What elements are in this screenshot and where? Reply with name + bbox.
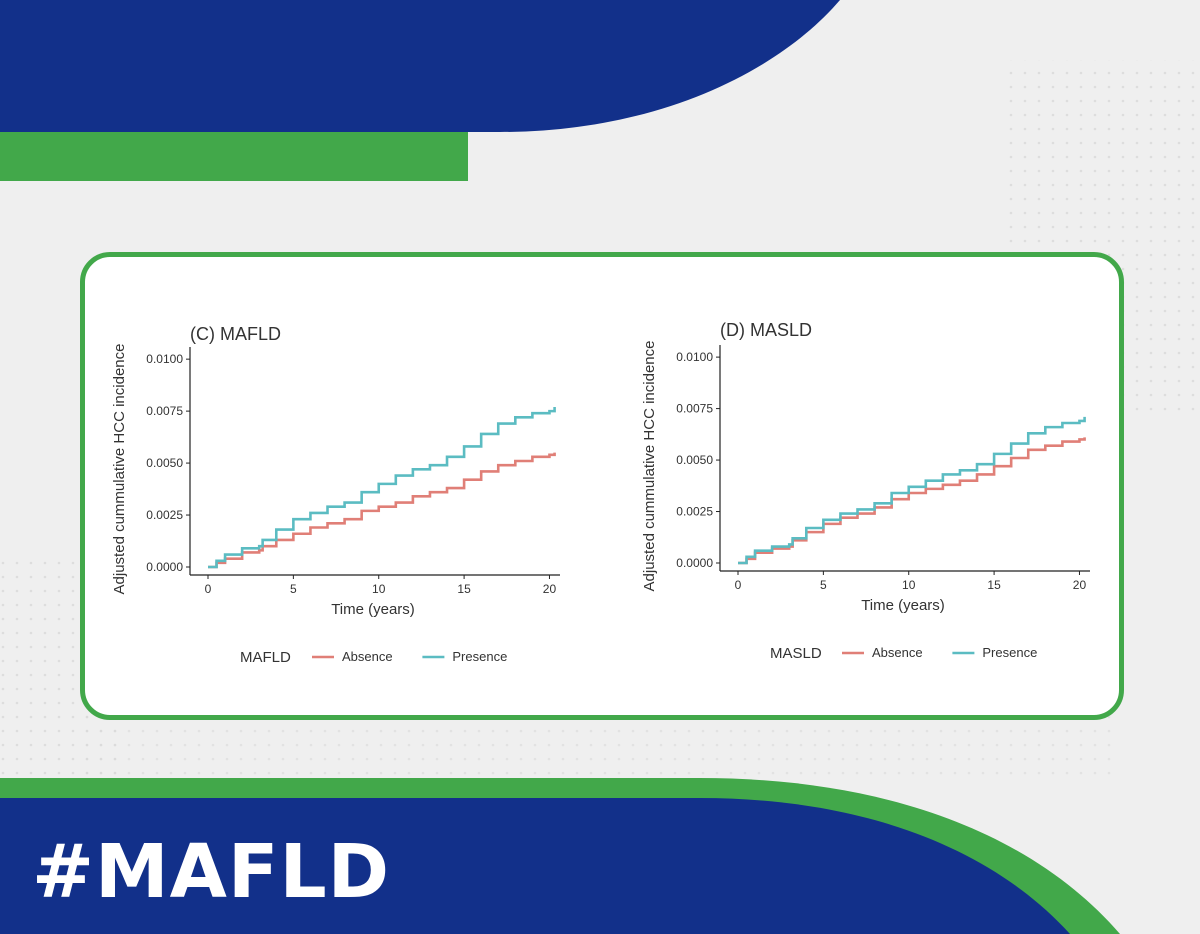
chart-mafld: (C) MAFLD 0.0000 0.0025 0.0050 0.0075 0.0100 0… [111,324,560,666]
legend-title: MASLD [770,645,822,662]
legend-label-absence: Absence [872,645,923,660]
legend-label-presence: Presence [982,645,1037,660]
top-green-bar [0,132,468,181]
x-tick-label: 0 [735,578,742,592]
legend-label-presence: Presence [452,649,507,664]
x-tick-label: 5 [820,578,827,592]
x-tick-label: 20 [1073,578,1087,592]
y-tick-label: 0.0025 [676,505,713,519]
legend-title: MAFLD [240,649,291,666]
dot-pattern-bottom [80,715,1120,775]
y-axis-label: Adjusted cummulative HCC incidence [641,341,658,592]
y-tick-label: 0.0000 [676,556,713,570]
chart-card: (C) MAFLD 0.0000 0.0025 0.0050 0.0075 0.0100 0… [80,252,1124,720]
x-tick-label: 5 [290,582,297,596]
x-axis-label: Time (years) [861,597,945,614]
y-tick-label: 0.0075 [146,404,183,418]
y-tick-label: 0.0025 [146,508,183,522]
legend-label-absence: Absence [342,649,393,664]
chart-masld: (D) MASLD 0.0000 0.0025 0.0050 0.0075 0.0100 0… [641,320,1090,662]
x-tick-label: 0 [205,582,212,596]
x-tick-label: 20 [543,582,557,596]
chart-title: (D) MASLD [720,320,812,340]
series-line-absence [208,452,556,569]
y-tick-label: 0.0000 [146,560,183,574]
hashtag-label: #MAFLD [32,829,391,915]
x-tick-label: 15 [987,578,1001,592]
y-axis-label: Adjusted cummulative HCC incidence [111,344,128,595]
y-tick-label: 0.0100 [676,350,713,364]
top-navy-band [0,0,840,132]
x-axis-label: Time (years) [331,601,415,618]
series-line-presence [738,416,1086,565]
bottom-navy-band [0,798,1070,934]
y-tick-label: 0.0100 [146,352,183,366]
y-tick-label: 0.0050 [146,456,183,470]
x-tick-label: 15 [457,582,471,596]
x-tick-label: 10 [372,582,386,596]
y-tick-label: 0.0075 [676,402,713,416]
y-tick-label: 0.0050 [676,453,713,467]
chart-title: (C) MAFLD [190,324,281,344]
x-tick-label: 10 [902,578,916,592]
series-line-presence [208,406,556,569]
